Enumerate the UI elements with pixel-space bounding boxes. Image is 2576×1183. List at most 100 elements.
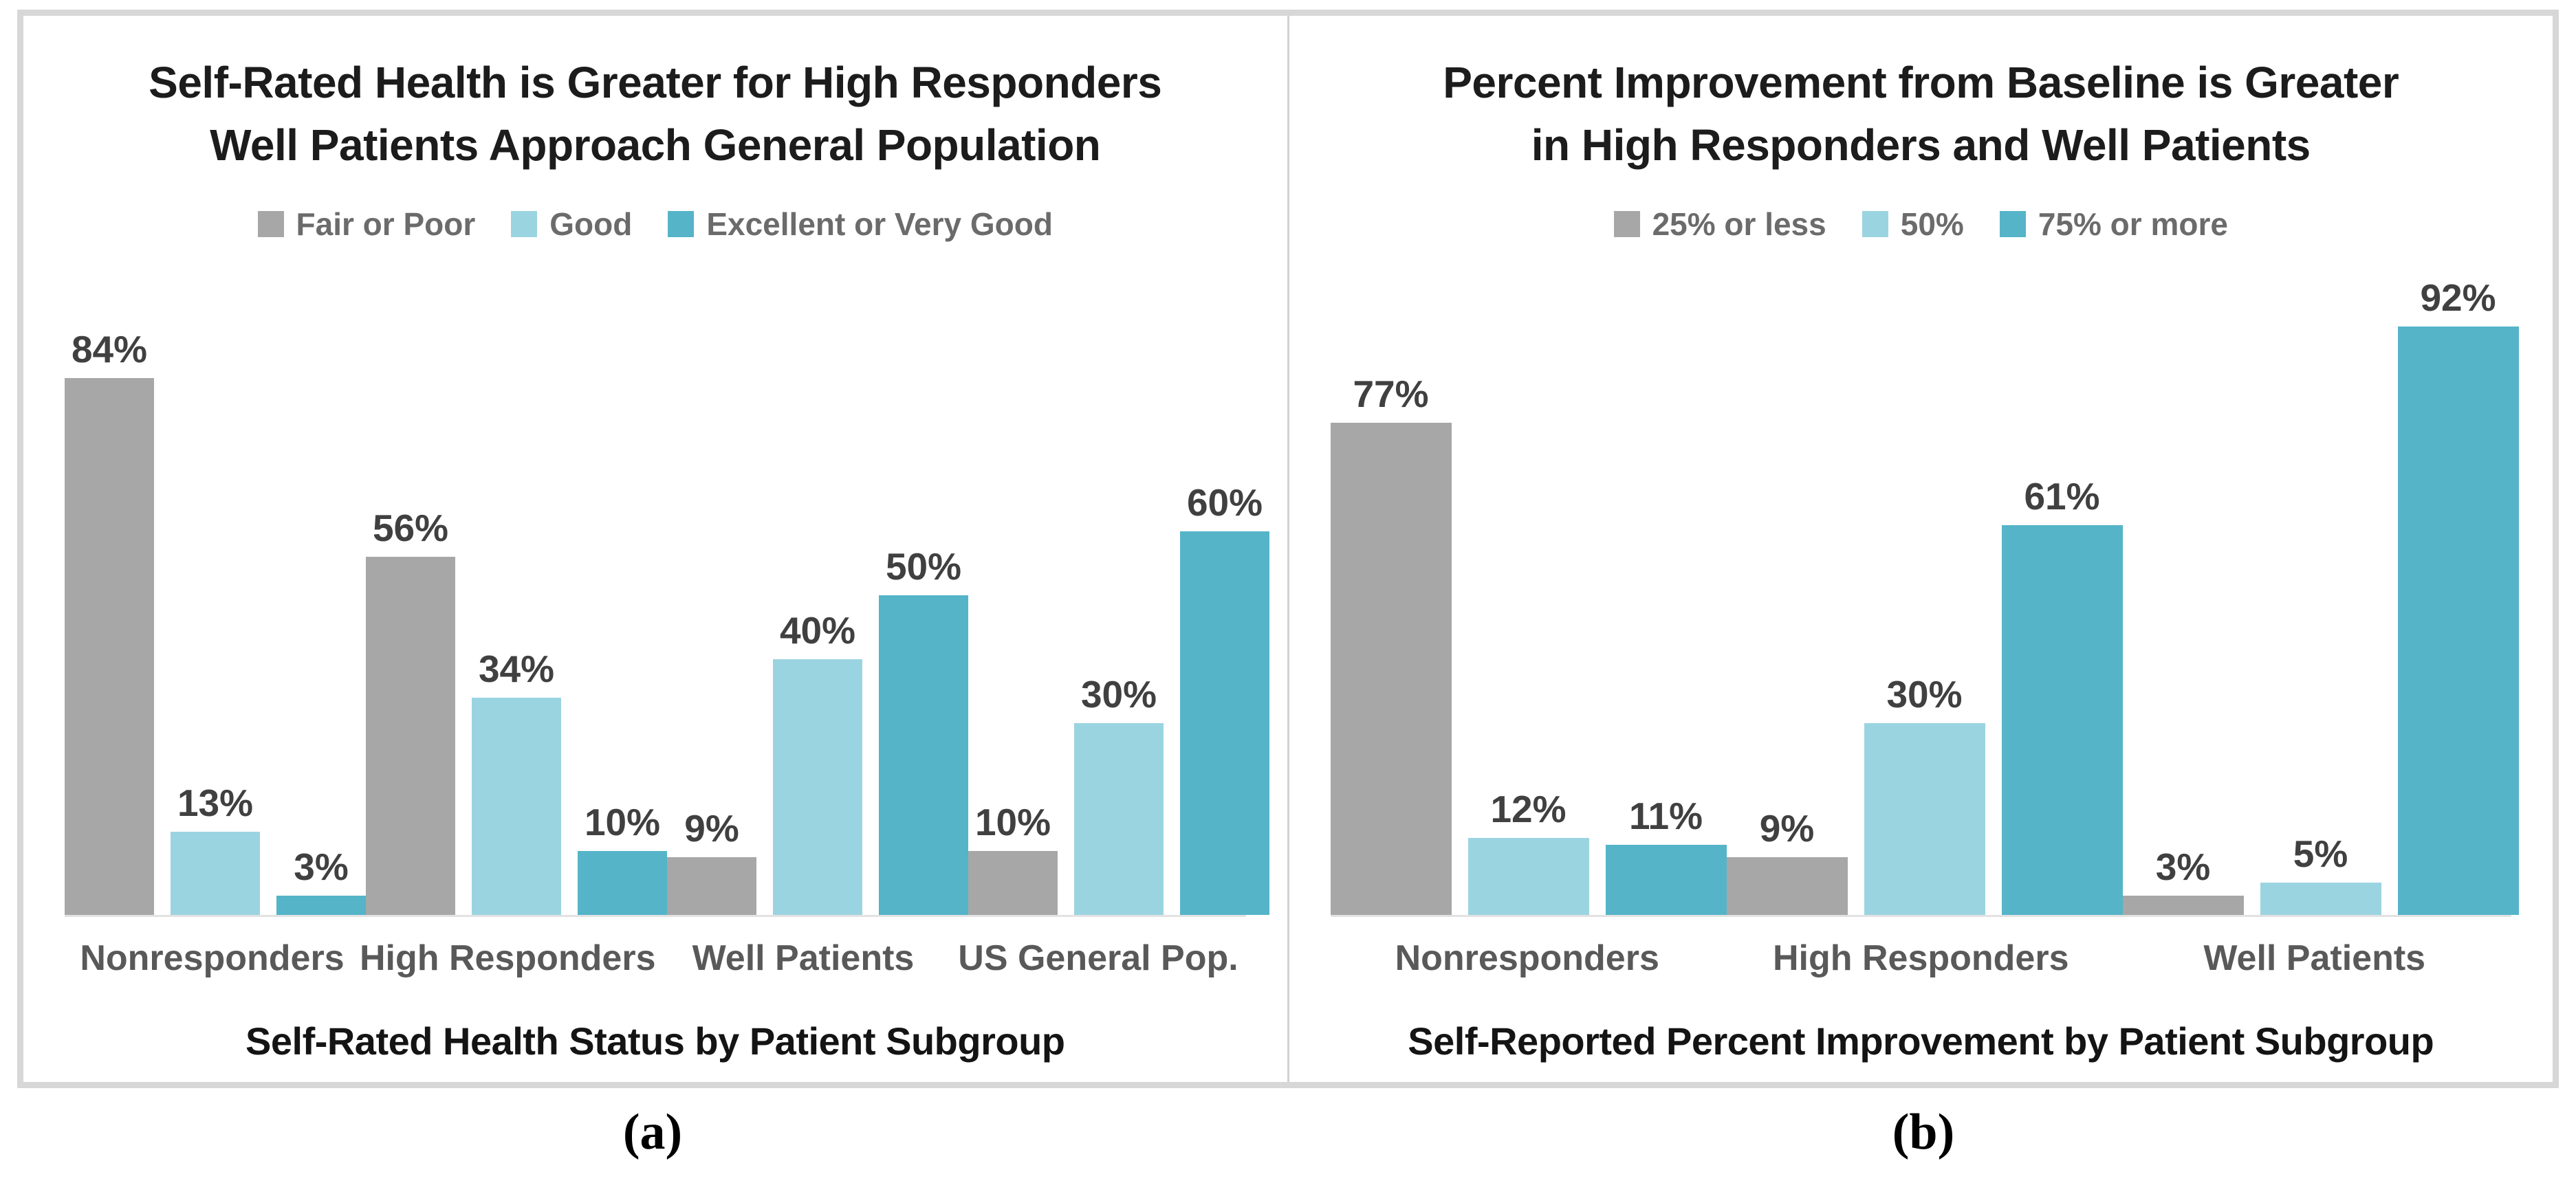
legend-label: 75% or more <box>2038 206 2228 242</box>
captions-row: (a) (b) <box>17 1088 2559 1176</box>
bar-with-label: 9% <box>1726 806 1848 915</box>
bar <box>578 850 667 915</box>
category-label: High Responders <box>360 938 656 978</box>
bar-value-label: 5% <box>2293 832 2348 875</box>
bar-group: 9% 30% 61% <box>1726 474 2123 915</box>
legend-item: 75% or more <box>1999 206 2228 243</box>
legend-swatch <box>1999 210 2026 237</box>
bar-group-slot: 3% 5% 92% <box>2122 276 2519 915</box>
bar-with-label: 84% <box>65 327 154 915</box>
bar-group-slot: 9% 30% 61% <box>1726 474 2123 915</box>
legend-label: Good <box>549 206 633 242</box>
bar-with-label: 30% <box>1074 672 1164 915</box>
legend-swatch <box>1862 210 1888 237</box>
legend-item: 25% or less <box>1613 206 1826 243</box>
plot-b: 77% 12% 11% 9% 30% 61% 3% 5% 92% <box>1289 261 2553 917</box>
bar-value-label: 10% <box>584 800 661 843</box>
bar-with-label: 40% <box>773 608 862 915</box>
bar-value-label: 40% <box>779 608 856 652</box>
legend-label: Fair or Poor <box>296 206 476 242</box>
bar-group: 9% 40% 50% <box>667 544 968 915</box>
bar-group-slot: 10% 30% 60% <box>968 480 1269 915</box>
bar-value-label: 60% <box>1186 480 1263 524</box>
legend-item: Good <box>511 206 632 243</box>
bar-group: 56% 34% 10% <box>366 506 667 915</box>
bar-with-label: 61% <box>2001 474 2123 915</box>
bar-with-label: 10% <box>578 800 667 915</box>
bar <box>667 856 756 915</box>
bar <box>2001 524 2123 915</box>
bar <box>1605 844 1727 915</box>
bar-value-label: 10% <box>974 800 1051 843</box>
bar-value-label: 34% <box>478 647 555 690</box>
bar <box>968 850 1058 915</box>
legend-swatch <box>668 210 695 237</box>
bar-with-label: 50% <box>879 544 968 915</box>
caption-a: (a) <box>622 1103 683 1160</box>
chart-title-line: Well Patients Approach General Populatio… <box>210 120 1101 170</box>
bar-value-label: 77% <box>1353 372 1429 415</box>
bar-group: 3% 5% 92% <box>2122 276 2519 915</box>
bar <box>2397 326 2519 915</box>
category-label: Nonresponders <box>80 938 345 978</box>
category-row: Nonresponders High Responders Well Patient… <box>1289 938 2553 979</box>
bar-value-label: 92% <box>2420 276 2496 319</box>
bar-value-label: 50% <box>885 544 962 588</box>
bar <box>879 595 968 915</box>
bar-group-slot: 84% 13% 3% <box>65 327 366 915</box>
legend-swatch <box>257 210 284 237</box>
chart-title-line: Percent Improvement from Baseline is Gre… <box>1443 58 2399 107</box>
bar-value-label: 84% <box>71 327 148 371</box>
bar-group-slot: 9% 40% 50% <box>667 544 968 915</box>
bar-value-label: 3% <box>294 845 349 888</box>
bar <box>2260 882 2381 915</box>
bar <box>1467 837 1589 915</box>
plot-a: 84% 13% 3% 56% 34% 10% 9% 40% 50% 10% 30% 60% <box>23 261 1287 917</box>
bar-with-label: 3% <box>276 845 366 915</box>
bar-value-label: 61% <box>2024 474 2100 518</box>
legend-b: 25% or less 50% 75% or more <box>1613 206 2228 243</box>
bar-with-label: 10% <box>968 800 1058 915</box>
bar-with-label: 56% <box>366 506 455 915</box>
bar-value-label: 30% <box>1886 672 1963 716</box>
x-axis-title: Self-Rated Health Status by Patient Subg… <box>245 1019 1065 1063</box>
bar-with-label: 3% <box>2122 845 2244 915</box>
bar <box>1726 856 1848 915</box>
bar-value-label: 11% <box>1628 794 1703 837</box>
bar <box>1180 531 1269 915</box>
caption-b: (b) <box>1892 1103 1955 1160</box>
bar-with-label: 30% <box>1864 672 1985 915</box>
legend-label: 25% or less <box>1652 206 1826 242</box>
bar-with-label: 12% <box>1467 787 1589 915</box>
bar <box>773 659 862 915</box>
bar-value-label: 12% <box>1490 787 1567 830</box>
category-label: High Responders <box>1773 938 2069 978</box>
bar <box>1074 722 1164 915</box>
plot-area: 84% 13% 3% 56% 34% 10% 9% 40% 50% 10% 30% 60% <box>65 261 1269 917</box>
bar <box>65 377 154 915</box>
bar <box>366 556 455 915</box>
bar <box>171 831 260 915</box>
bar <box>2122 895 2244 915</box>
bar-group: 10% 30% 60% <box>968 480 1269 915</box>
chart-panel-b: Percent Improvement from Baseline is Gre… <box>1287 16 2553 1082</box>
plot-area: 77% 12% 11% 9% 30% 61% 3% 5% 92% <box>1330 261 2519 917</box>
bar-value-label: 3% <box>2155 845 2211 888</box>
category-row: Nonresponders High Responders Well Patient… <box>23 938 1287 979</box>
legend-item: Fair or Poor <box>257 206 476 243</box>
legend-label: 50% <box>1900 206 1964 242</box>
category-label: US General Pop. <box>958 938 1238 978</box>
chart-panel-a: Self-Rated Health is Greater for High Re… <box>23 16 1287 1082</box>
bar-with-label: 77% <box>1330 372 1452 915</box>
chart-title-line: in High Responders and Well Patients <box>1531 120 2311 170</box>
bar-value-label: 13% <box>177 781 254 824</box>
legend-label: Excellent or Very Good <box>706 206 1053 242</box>
bar-group: 77% 12% 11% <box>1330 372 1727 915</box>
bar-with-label: 9% <box>667 806 756 915</box>
bar <box>276 895 366 915</box>
category-label: Well Patients <box>2203 938 2426 978</box>
x-axis-title: Self-Reported Percent Improvement by Pat… <box>1408 1019 2434 1063</box>
bar <box>472 697 561 915</box>
bar-value-label: 56% <box>372 506 449 549</box>
bar-with-label: 13% <box>171 781 260 915</box>
